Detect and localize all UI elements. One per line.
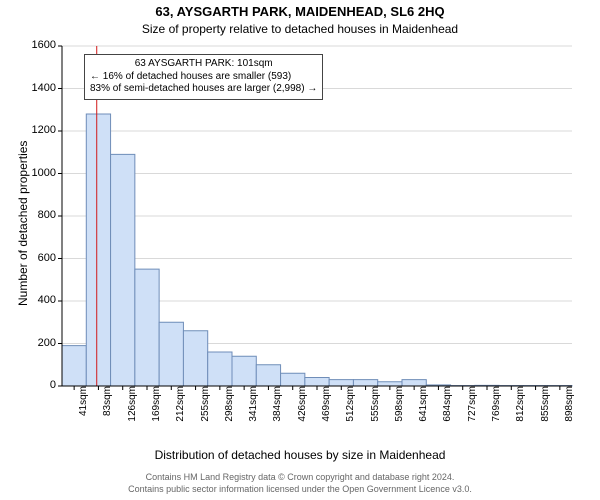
y-tick-label: 800	[22, 209, 56, 221]
x-tick-label: 426sqm	[297, 386, 308, 436]
y-tick-label: 200	[22, 337, 56, 349]
x-tick-label: 727sqm	[467, 386, 478, 436]
y-tick-label: 600	[22, 252, 56, 264]
y-tick-label: 1000	[22, 167, 56, 179]
x-tick-label: 684sqm	[442, 386, 453, 436]
chart-container: 63, AYSGARTH PARK, MAIDENHEAD, SL6 2HQ S…	[0, 0, 600, 500]
y-axis-label: Number of detached properties	[16, 141, 30, 306]
footer-line-2: Contains public sector information licen…	[0, 484, 600, 494]
x-tick-label: 341sqm	[248, 386, 259, 436]
x-tick-label: 855sqm	[540, 386, 551, 436]
chart-subtitle: Size of property relative to detached ho…	[0, 22, 600, 36]
y-tick-label: 1200	[22, 124, 56, 136]
chart-title-address: 63, AYSGARTH PARK, MAIDENHEAD, SL6 2HQ	[0, 4, 600, 19]
x-tick-label: 384sqm	[272, 386, 283, 436]
x-tick-label: 41sqm	[78, 386, 89, 436]
x-tick-label: 898sqm	[564, 386, 575, 436]
y-tick-label: 1400	[22, 82, 56, 94]
x-tick-label: 598sqm	[394, 386, 405, 436]
x-tick-label: 126sqm	[127, 386, 138, 436]
x-tick-label: 255sqm	[200, 386, 211, 436]
y-tick-label: 400	[22, 294, 56, 306]
x-tick-label: 83sqm	[102, 386, 113, 436]
x-axis-label: Distribution of detached houses by size …	[0, 448, 600, 462]
annotation-line-smaller: ← 16% of detached houses are smaller (59…	[90, 71, 317, 84]
x-tick-label: 769sqm	[491, 386, 502, 436]
x-tick-label: 169sqm	[151, 386, 162, 436]
x-tick-label: 812sqm	[515, 386, 526, 436]
x-tick-label: 641sqm	[418, 386, 429, 436]
x-tick-label: 469sqm	[321, 386, 332, 436]
footer-line-1: Contains HM Land Registry data © Crown c…	[0, 472, 600, 482]
reference-annotation-box: 63 AYSGARTH PARK: 101sqm ← 16% of detach…	[84, 54, 323, 100]
x-tick-label: 555sqm	[370, 386, 381, 436]
x-tick-label: 212sqm	[175, 386, 186, 436]
x-tick-label: 512sqm	[345, 386, 356, 436]
x-tick-label: 298sqm	[224, 386, 235, 436]
y-tick-label: 0	[22, 379, 56, 391]
y-tick-label: 1600	[22, 39, 56, 51]
annotation-line-property: 63 AYSGARTH PARK: 101sqm	[90, 58, 317, 71]
annotation-line-larger: 83% of semi-detached houses are larger (…	[90, 83, 317, 96]
